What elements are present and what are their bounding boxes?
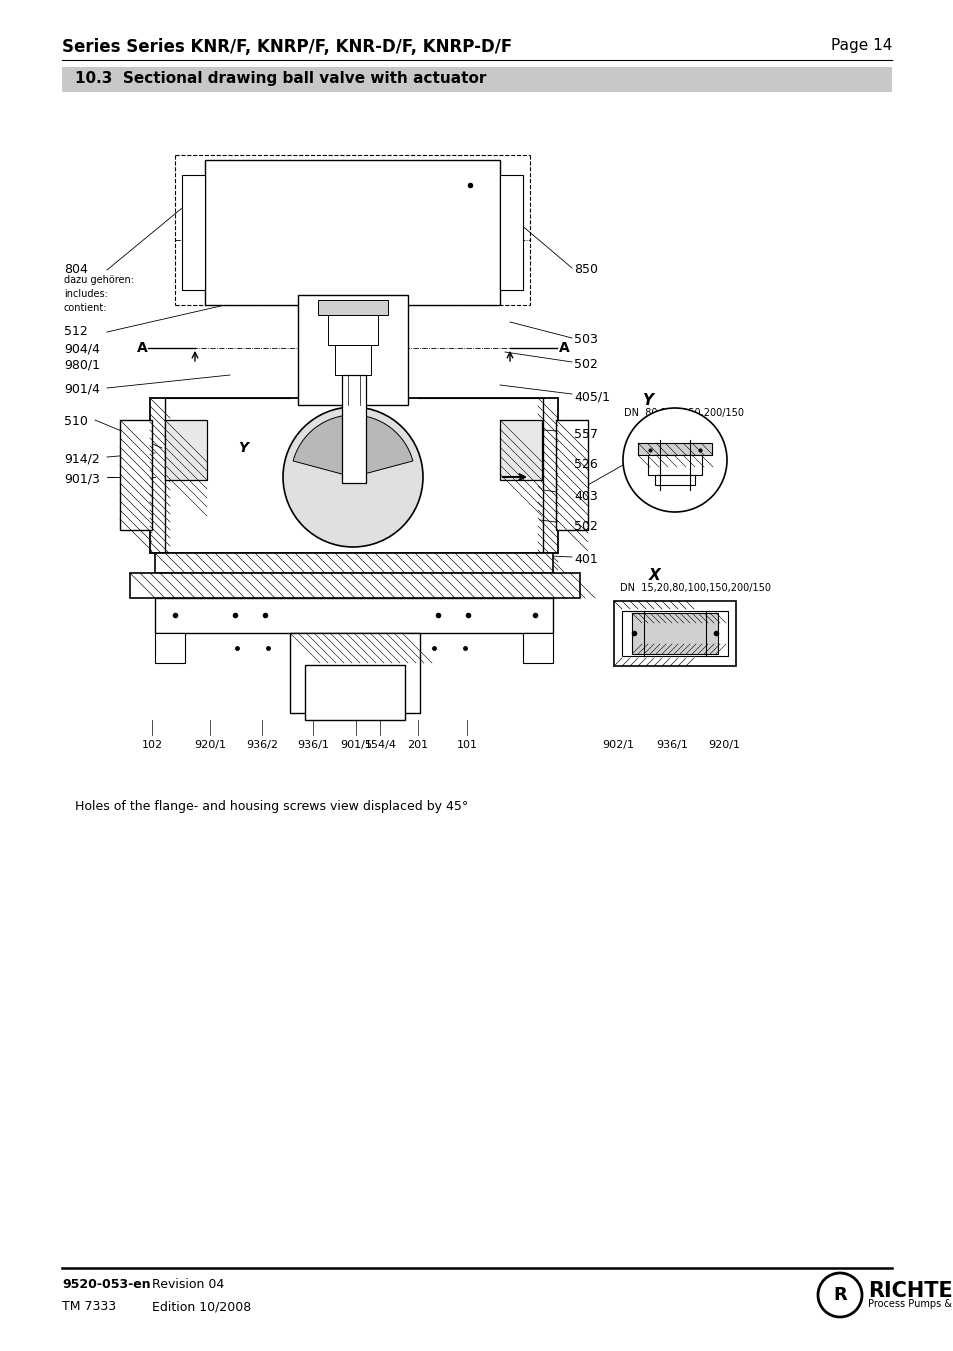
Bar xyxy=(154,598,553,634)
Circle shape xyxy=(622,408,726,512)
Text: TM 7333: TM 7333 xyxy=(62,1300,116,1313)
Text: 850: 850 xyxy=(574,263,598,276)
Text: 9520-053-en: 9520-053-en xyxy=(62,1278,151,1292)
Bar xyxy=(335,345,371,376)
Text: 403: 403 xyxy=(574,490,598,503)
Bar xyxy=(290,634,419,713)
Text: A: A xyxy=(558,340,569,355)
Bar xyxy=(341,376,366,484)
Text: X: X xyxy=(382,686,393,700)
Bar xyxy=(631,613,718,654)
Text: Series Series KNR/F, KNRP/F, KNR-D/F, KNRP-D/F: Series Series KNR/F, KNRP/F, KNR-D/F, KN… xyxy=(62,38,512,55)
Text: Page 14: Page 14 xyxy=(830,38,891,53)
Bar xyxy=(317,300,388,315)
Text: 503: 503 xyxy=(574,332,598,346)
Text: Holes of the flange- and housing screws view displaced by 45°: Holes of the flange- and housing screws … xyxy=(75,800,468,813)
Bar xyxy=(154,553,553,573)
Bar xyxy=(556,420,587,530)
Text: X: X xyxy=(648,567,660,584)
Text: 405/1: 405/1 xyxy=(574,390,609,403)
Text: 554/4: 554/4 xyxy=(364,740,395,750)
Text: 201: 201 xyxy=(407,740,428,750)
Text: 526: 526 xyxy=(574,458,598,471)
Bar xyxy=(522,634,553,663)
Text: 401: 401 xyxy=(574,553,598,566)
Text: 901/4: 901/4 xyxy=(64,382,100,396)
Bar xyxy=(638,443,711,455)
Bar xyxy=(647,455,701,476)
Text: RICHTER: RICHTER xyxy=(867,1281,953,1301)
Wedge shape xyxy=(293,415,413,477)
Bar xyxy=(120,420,152,530)
Bar xyxy=(499,176,522,290)
Bar xyxy=(205,159,499,305)
Text: 920/1: 920/1 xyxy=(707,740,740,750)
Text: 102: 102 xyxy=(141,740,162,750)
Text: 920/1: 920/1 xyxy=(193,740,226,750)
Text: Process Pumps & Valves: Process Pumps & Valves xyxy=(867,1300,953,1309)
Text: 902/1: 902/1 xyxy=(601,740,634,750)
Text: 502: 502 xyxy=(574,520,598,534)
Bar xyxy=(182,176,205,290)
Bar xyxy=(499,420,541,480)
Text: DN  15,20,80,100,150,200/150: DN 15,20,80,100,150,200/150 xyxy=(619,584,770,593)
Text: 10.3  Sectional drawing ball valve with actuator: 10.3 Sectional drawing ball valve with a… xyxy=(75,72,486,86)
Text: 101: 101 xyxy=(456,740,477,750)
Text: Edition 10/2008: Edition 10/2008 xyxy=(152,1300,251,1313)
Text: DN  80,100,150,200/150: DN 80,100,150,200/150 xyxy=(623,408,743,417)
Text: 914/2: 914/2 xyxy=(64,453,100,466)
Text: 936/1: 936/1 xyxy=(656,740,687,750)
Text: 901/1: 901/1 xyxy=(339,740,372,750)
Bar xyxy=(305,665,405,720)
Text: 557: 557 xyxy=(574,428,598,440)
Text: 502: 502 xyxy=(574,358,598,372)
Text: 510: 510 xyxy=(64,415,88,428)
Circle shape xyxy=(817,1273,862,1317)
Text: 901/3: 901/3 xyxy=(64,471,100,485)
Text: Y: Y xyxy=(641,393,652,408)
Bar xyxy=(655,476,695,485)
Bar xyxy=(621,611,727,657)
Bar xyxy=(62,68,891,92)
Bar xyxy=(165,420,207,480)
Text: 936/1: 936/1 xyxy=(296,740,329,750)
Text: R: R xyxy=(832,1286,846,1304)
Bar xyxy=(150,399,558,553)
Bar xyxy=(297,295,408,405)
Bar xyxy=(154,634,185,663)
Text: 936/2: 936/2 xyxy=(246,740,277,750)
Text: 804: 804 xyxy=(64,263,88,276)
Circle shape xyxy=(283,407,422,547)
Text: dazu gehören:
includes:
contient:: dazu gehören: includes: contient: xyxy=(64,276,133,313)
Text: 512
904/4
980/1: 512 904/4 980/1 xyxy=(64,326,100,372)
Bar xyxy=(328,315,377,345)
Text: Y: Y xyxy=(237,440,248,455)
Text: A: A xyxy=(137,340,148,355)
Bar xyxy=(130,573,579,598)
Bar xyxy=(614,601,735,666)
Text: Revision 04: Revision 04 xyxy=(152,1278,224,1292)
